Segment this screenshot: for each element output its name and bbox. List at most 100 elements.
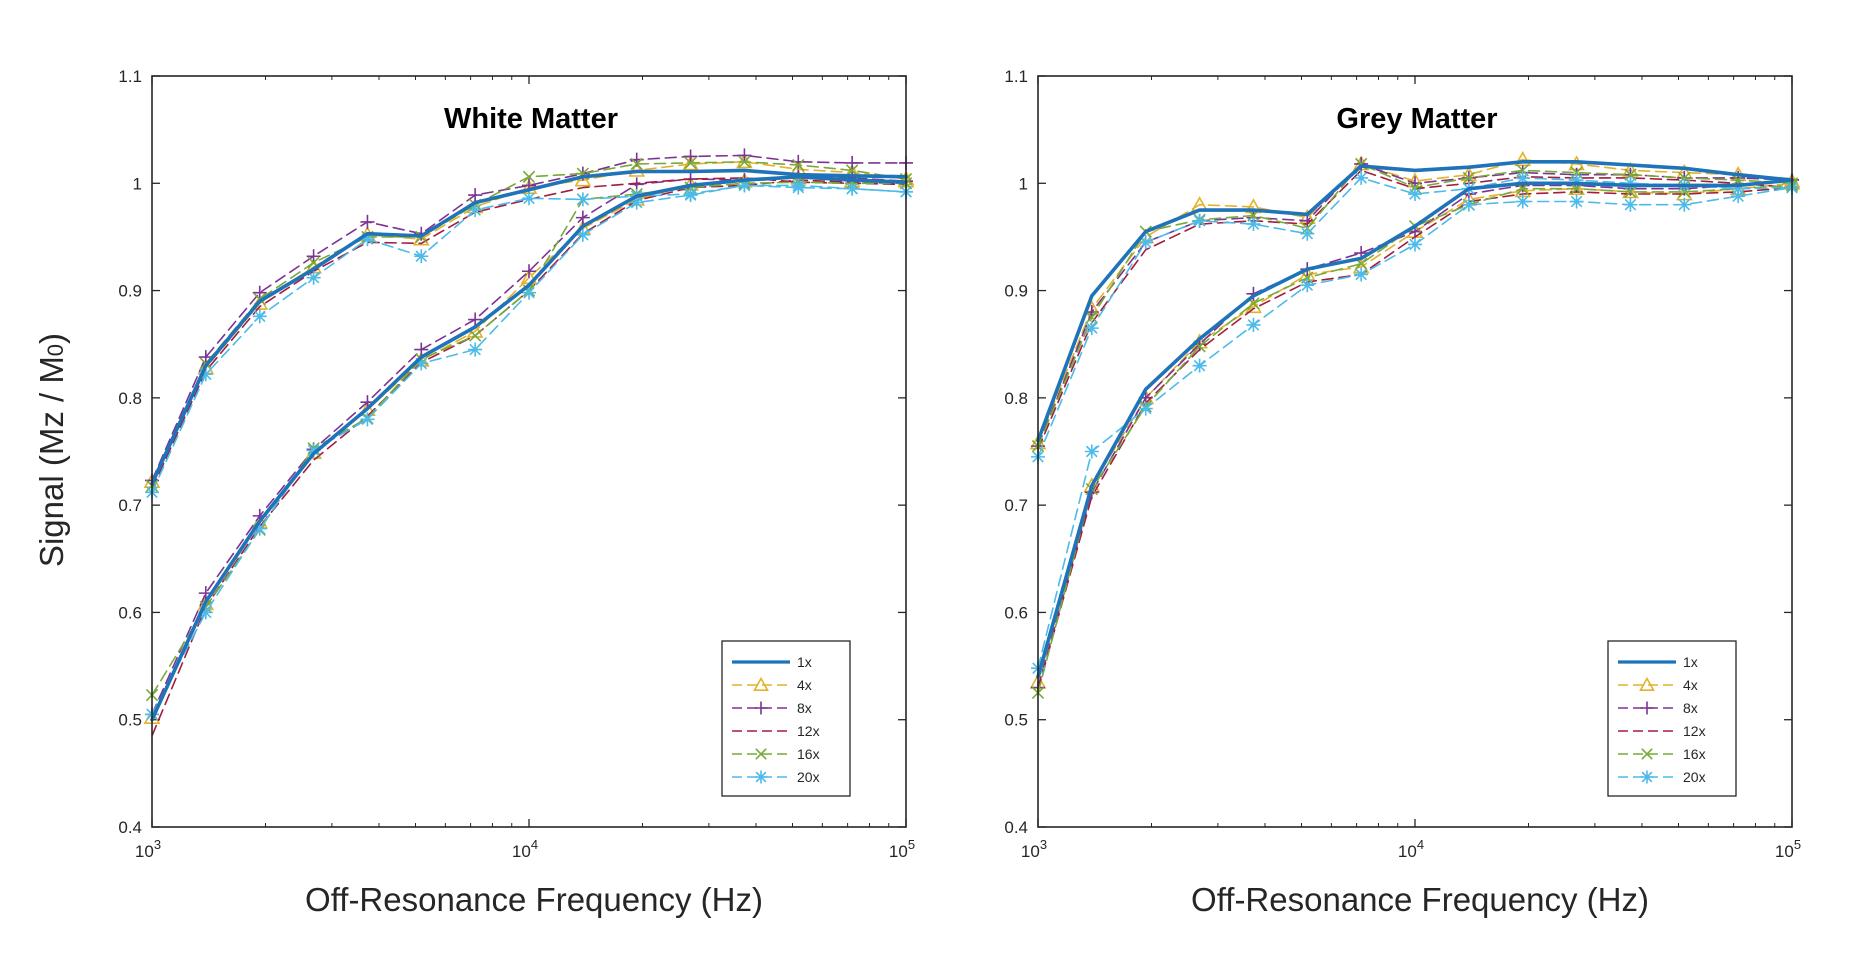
white-matter-legend-item-20x: 20x <box>732 769 820 785</box>
grey-matter-ytick-label: 0.9 <box>1004 282 1028 301</box>
white-matter-series-20x-point <box>252 521 267 536</box>
white-matter-legend-item-12x: 12x <box>732 723 820 739</box>
white-matter-series-16x-point <box>684 156 697 170</box>
white-matter-series-20x-point <box>360 412 375 427</box>
white-matter-series-4x-point <box>412 230 430 246</box>
grey-matter-series-1x-lower-line <box>1036 178 1794 679</box>
white-matter-series-20x-point <box>252 309 267 324</box>
white-matter-series-16x-point <box>253 292 266 306</box>
white-matter-series-20x-point <box>414 249 429 264</box>
white-matter-series-20x-point <box>468 342 483 357</box>
white-matter-series-8x-point <box>522 264 536 279</box>
white-matter-series-20x-point <box>360 232 375 247</box>
grey-matter-series-20x-point <box>1246 317 1261 332</box>
grey-matter-series-12x-lower-line <box>1037 186 1793 691</box>
grey-matter-legend-marker-4x <box>1639 676 1655 691</box>
grey-matter-series-20x-upper-line <box>1037 177 1793 458</box>
white-matter-xtick-label: 103 <box>135 837 161 861</box>
white-matter-series-20x-point <box>522 191 536 206</box>
grey-matter-series-20x-point <box>1515 194 1530 209</box>
white-matter-legend-label: 4x <box>797 677 812 693</box>
white-matter-series-1x-upper-line <box>150 168 908 486</box>
grey-matter-series-20x-point <box>1138 235 1153 250</box>
white-matter-series-16x-point <box>630 157 643 171</box>
grey-matter-series-20x-point <box>1246 217 1261 232</box>
grey-matter-series-20x-point <box>1731 189 1746 204</box>
grey-matter-legend-item-8x: 8x <box>1618 700 1698 716</box>
grey-matter-axes-box <box>1037 75 1793 828</box>
white-matter-series-20x-point <box>198 605 213 620</box>
grey-matter-legend-item-12x: 12x <box>1618 723 1706 739</box>
white-matter-xtick-label: 105 <box>889 837 915 861</box>
white-matter-xtick-label: 104 <box>512 837 538 861</box>
white-matter-ytick-label: 0.9 <box>118 282 142 301</box>
grey-matter-series-20x-point <box>1569 194 1584 209</box>
white-matter-series-8x-point <box>252 285 267 300</box>
white-matter-series-20x-point <box>629 195 644 210</box>
white-matter-ytick-label: 1.1 <box>118 67 142 86</box>
white-matter-series-20x-point <box>414 356 429 371</box>
white-matter-ytick-label: 0.6 <box>118 603 142 622</box>
grey-matter-legend-marker-20x <box>1640 770 1654 784</box>
grey-matter-series-20x-point <box>1623 197 1638 212</box>
grey-matter-legend-label: 20x <box>1683 769 1706 785</box>
grey-matter-ytick-label: 0.5 <box>1004 711 1028 730</box>
white-matter-series-20x-point <box>198 367 213 382</box>
white-matter-series-16x-point <box>792 158 805 172</box>
grey-matter-series-16x-point <box>1462 171 1476 185</box>
grey-matter-series-20x-point <box>1515 170 1530 185</box>
white-matter-ytick-label: 0.7 <box>118 496 142 515</box>
white-matter-series-8x-point <box>468 312 483 327</box>
white-matter-ytick-label: 1 <box>133 174 142 193</box>
white-matter-legend-item-1x: 1x <box>732 654 812 670</box>
white-matter-legend-label: 8x <box>797 700 812 716</box>
grey-matter-legend-label: 8x <box>1683 700 1698 716</box>
grey-matter-series-20x-point <box>1354 267 1369 282</box>
white-matter-title: White Matter <box>444 103 618 135</box>
grey-matter-xlabel: Off-Resonance Frequency (Hz) <box>1191 881 1649 918</box>
white-matter-series-20x-point <box>306 443 321 458</box>
white-matter-legend-label: 12x <box>797 723 820 739</box>
white-matter-series-8x-point <box>845 155 860 170</box>
white-matter-series-16x-point <box>468 329 482 342</box>
grey-matter-series-20x-point <box>1192 213 1207 228</box>
grey-matter-ytick-label: 0.8 <box>1004 389 1028 408</box>
white-matter-series-8x-upper-line <box>151 154 907 482</box>
white-matter-legend-marker-20x <box>754 770 768 784</box>
grey-matter-legend-label: 12x <box>1683 723 1706 739</box>
grey-matter-ytick-label: 1.1 <box>1004 67 1028 86</box>
grey-matter-series-20x-point <box>1084 444 1099 459</box>
figure-ylabel: Signal (Mz / M0) <box>33 333 70 567</box>
grey-matter-series-20x-point <box>1300 278 1315 293</box>
white-matter-ytick-label: 0.4 <box>118 818 142 837</box>
white-matter-axes-box <box>151 75 907 828</box>
white-matter-legend-label: 16x <box>797 746 820 762</box>
grey-matter-legend-item-1x: 1x <box>1618 654 1698 670</box>
grey-matter-series-20x-point <box>1192 358 1207 373</box>
grey-matter-legend-marker-8x <box>1640 701 1654 715</box>
grey-matter-series-4x-point <box>1514 151 1532 167</box>
white-matter-series-20x-point <box>845 181 860 196</box>
grey-matter-legend-label: 4x <box>1683 677 1698 693</box>
white-matter-series-16x-point <box>522 170 536 184</box>
white-matter-series-8x-point <box>414 342 429 357</box>
grey-matter-series-20x-point <box>1731 181 1746 196</box>
grey-matter-ytick-label: 1 <box>1019 174 1028 193</box>
white-matter-legend-label: 20x <box>797 769 820 785</box>
grey-matter-series-20x-point <box>1569 173 1584 188</box>
white-matter-series-20x-upper-line <box>151 184 907 494</box>
white-matter-legend-box <box>721 640 851 797</box>
white-matter-series-20x-point <box>791 178 806 193</box>
grey-matter-series-1x-upper-line <box>1036 160 1794 443</box>
grey-matter-legend-label: 1x <box>1683 654 1698 670</box>
grey-matter-panel: 0.4 0.5 0.6 0.7 0.8 0.9 1 1.1 103 104 105 Grey Matt… <box>1004 67 1801 918</box>
grey-matter-legend-item-20x: 20x <box>1618 769 1706 785</box>
grey-matter-series-20x-point <box>1461 197 1476 212</box>
white-matter-ytick-label: 0.8 <box>118 389 142 408</box>
grey-matter-series-20x-point <box>1084 321 1099 336</box>
white-matter-legend-item-4x: 4x <box>732 676 812 693</box>
white-matter-legend-item-8x: 8x <box>732 700 812 716</box>
white-matter-legend-marker-16x <box>755 748 767 760</box>
white-matter-series-8x-point <box>791 154 806 169</box>
